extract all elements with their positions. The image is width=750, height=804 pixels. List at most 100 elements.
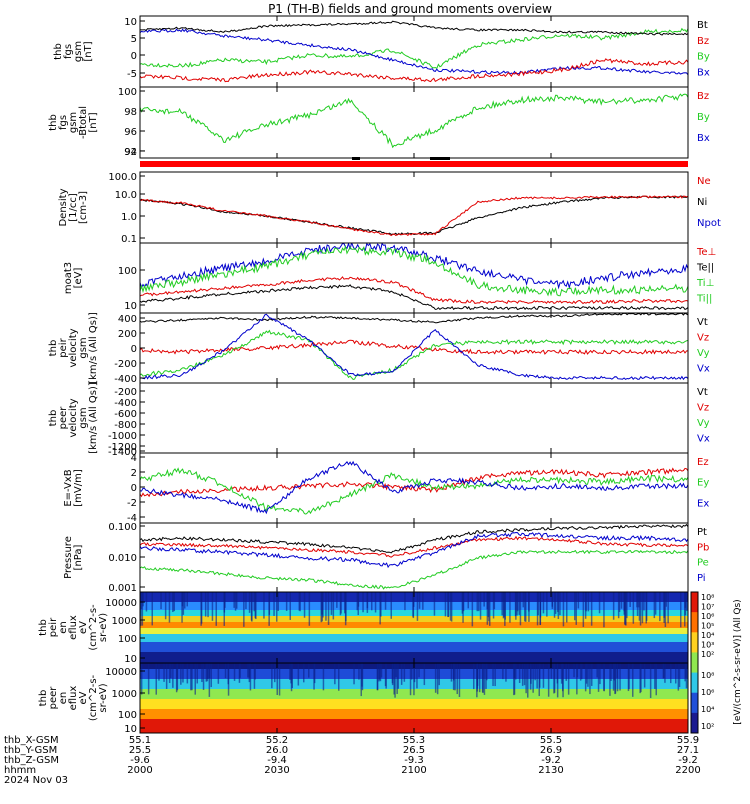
legend-label: Vy	[697, 348, 710, 359]
y-axis-label: [nT]	[88, 112, 99, 132]
x-tick-value: 55.5	[540, 735, 562, 746]
y-tick-label: -1000	[108, 431, 137, 442]
y-axis-label: gsm	[73, 41, 84, 62]
y-axis-label: eflux	[68, 615, 79, 640]
y-axis-label: Density	[58, 188, 69, 226]
y-axis-label: [nT]	[83, 41, 94, 61]
series-vy	[140, 329, 688, 380]
y-axis-label: [cm-3]	[78, 191, 89, 224]
y-axis-label: (cm^2-s-	[88, 674, 99, 721]
y-axis-label: [km/s (All Qs)]	[88, 312, 99, 384]
legend-label: Pi	[697, 573, 706, 584]
y-axis-label: fgs	[58, 115, 69, 130]
legend-label: Pe	[697, 558, 709, 569]
x-tick-value: -9.6	[130, 755, 150, 766]
x-tick-value: 25.5	[129, 745, 151, 756]
legend-label: Bx	[697, 133, 710, 144]
y-tick-label: -4	[127, 513, 137, 524]
legend-label: Ex	[697, 498, 709, 509]
legend-label: Bx	[697, 67, 710, 78]
y-tick-label: 1.0	[121, 212, 137, 223]
series-pe	[140, 549, 688, 590]
series-ne	[140, 195, 688, 237]
y-axis-label: thb	[53, 43, 64, 60]
legend-label: Ne	[697, 176, 711, 187]
y-axis-label: eV	[78, 621, 89, 634]
series-pt	[140, 523, 688, 554]
x-tick-value: 27.1	[677, 745, 699, 756]
y-axis-label: en	[58, 692, 69, 705]
y-axis-label: peir	[48, 617, 59, 637]
y-axis-label: thb	[48, 340, 59, 357]
colorbar-tick: 10⁴	[701, 705, 714, 714]
y-tick-label: 94	[124, 147, 137, 158]
colorbar-tick: 10⁶	[701, 612, 714, 621]
y-tick-label: -600	[114, 409, 137, 420]
spectrogram-electrons	[140, 663, 688, 733]
y-axis-label: thb	[38, 690, 49, 707]
legend-label: Vz	[697, 333, 709, 344]
y-tick-label: 0.100	[108, 522, 137, 533]
series-bx	[140, 28, 688, 76]
legend-label: Vx	[697, 434, 710, 445]
x-row-label: thb_X-GSM	[4, 735, 59, 746]
y-tick-label: 100	[118, 634, 137, 645]
y-tick-label: -200	[114, 387, 137, 398]
legend-label: Bt	[697, 20, 708, 31]
colorbar-tick: 10⁸	[701, 671, 714, 680]
y-tick-label: -5	[127, 69, 137, 80]
legend-label: Pb	[697, 542, 709, 553]
y-axis-label: peer	[58, 406, 69, 430]
series-ti-perp	[140, 243, 688, 290]
y-tick-label: 100	[118, 266, 137, 277]
y-axis-label: gsm	[78, 407, 89, 428]
y-tick-label: -400	[114, 398, 137, 409]
series-ey	[140, 467, 688, 515]
y-axis-label: sr-eV)	[98, 613, 109, 642]
series-bz	[140, 58, 688, 83]
y-tick-label: 92	[124, 147, 137, 158]
colorbar: 10⁸10⁷10⁶10⁵10⁴10³10²10⁸10⁶10⁴10²[eV/(cm…	[690, 591, 743, 734]
x-tick-value: -9.3	[404, 755, 424, 766]
y-axis-label: Pressure	[63, 536, 74, 579]
y-tick-label: 10	[124, 654, 137, 665]
legend-label: Pt	[697, 527, 707, 538]
series-btotal	[140, 93, 688, 149]
series-by	[140, 27, 688, 70]
x-tick-value: 55.9	[677, 735, 699, 746]
panel-frame-fgs	[139, 15, 689, 88]
y-tick-label: 10.0	[115, 190, 137, 201]
y-axis-label: [nPa]	[73, 544, 84, 570]
legend-label: Ni	[697, 197, 707, 208]
colorbar-tick: 10⁵	[701, 622, 714, 631]
colorbar-tick: 10⁸	[701, 593, 714, 602]
y-axis-label: fgs	[63, 44, 74, 59]
legend-label: Ez	[697, 457, 709, 468]
x-tick-value: 2200	[675, 765, 700, 776]
x-row-label: thb_Z-GSM	[4, 755, 59, 766]
y-tick-label: -800	[114, 420, 137, 431]
colorbar-tick: 10⁷	[701, 603, 714, 612]
y-axis-label: sr-eV)	[98, 683, 109, 712]
y-tick-label: 100	[118, 710, 137, 721]
y-axis-label: [mV/m]	[73, 469, 84, 507]
colorbar-tick: 10⁴	[701, 631, 714, 640]
y-tick-label: 100	[118, 87, 137, 98]
y-tick-label: 200	[118, 329, 137, 340]
y-tick-label: -1400	[108, 447, 137, 458]
y-tick-label: 96	[124, 127, 137, 138]
y-axis-label: peer	[48, 686, 59, 710]
y-tick-label: 10000	[105, 598, 137, 609]
x-tick-value: 2130	[538, 765, 563, 776]
y-axis-label: moat3	[63, 262, 74, 294]
y-axis-label: [km/s (All Qs)]	[88, 382, 99, 454]
series-vt	[140, 313, 688, 324]
series-vz	[140, 339, 688, 355]
y-tick-label: -400	[114, 374, 137, 385]
x-tick-value: -9.4	[267, 755, 287, 766]
y-tick-label: 4	[131, 453, 137, 464]
y-axis-label: gsm	[68, 112, 79, 133]
series-ti-par	[140, 244, 688, 297]
x-row-label: 2024 Nov 03	[4, 775, 68, 786]
